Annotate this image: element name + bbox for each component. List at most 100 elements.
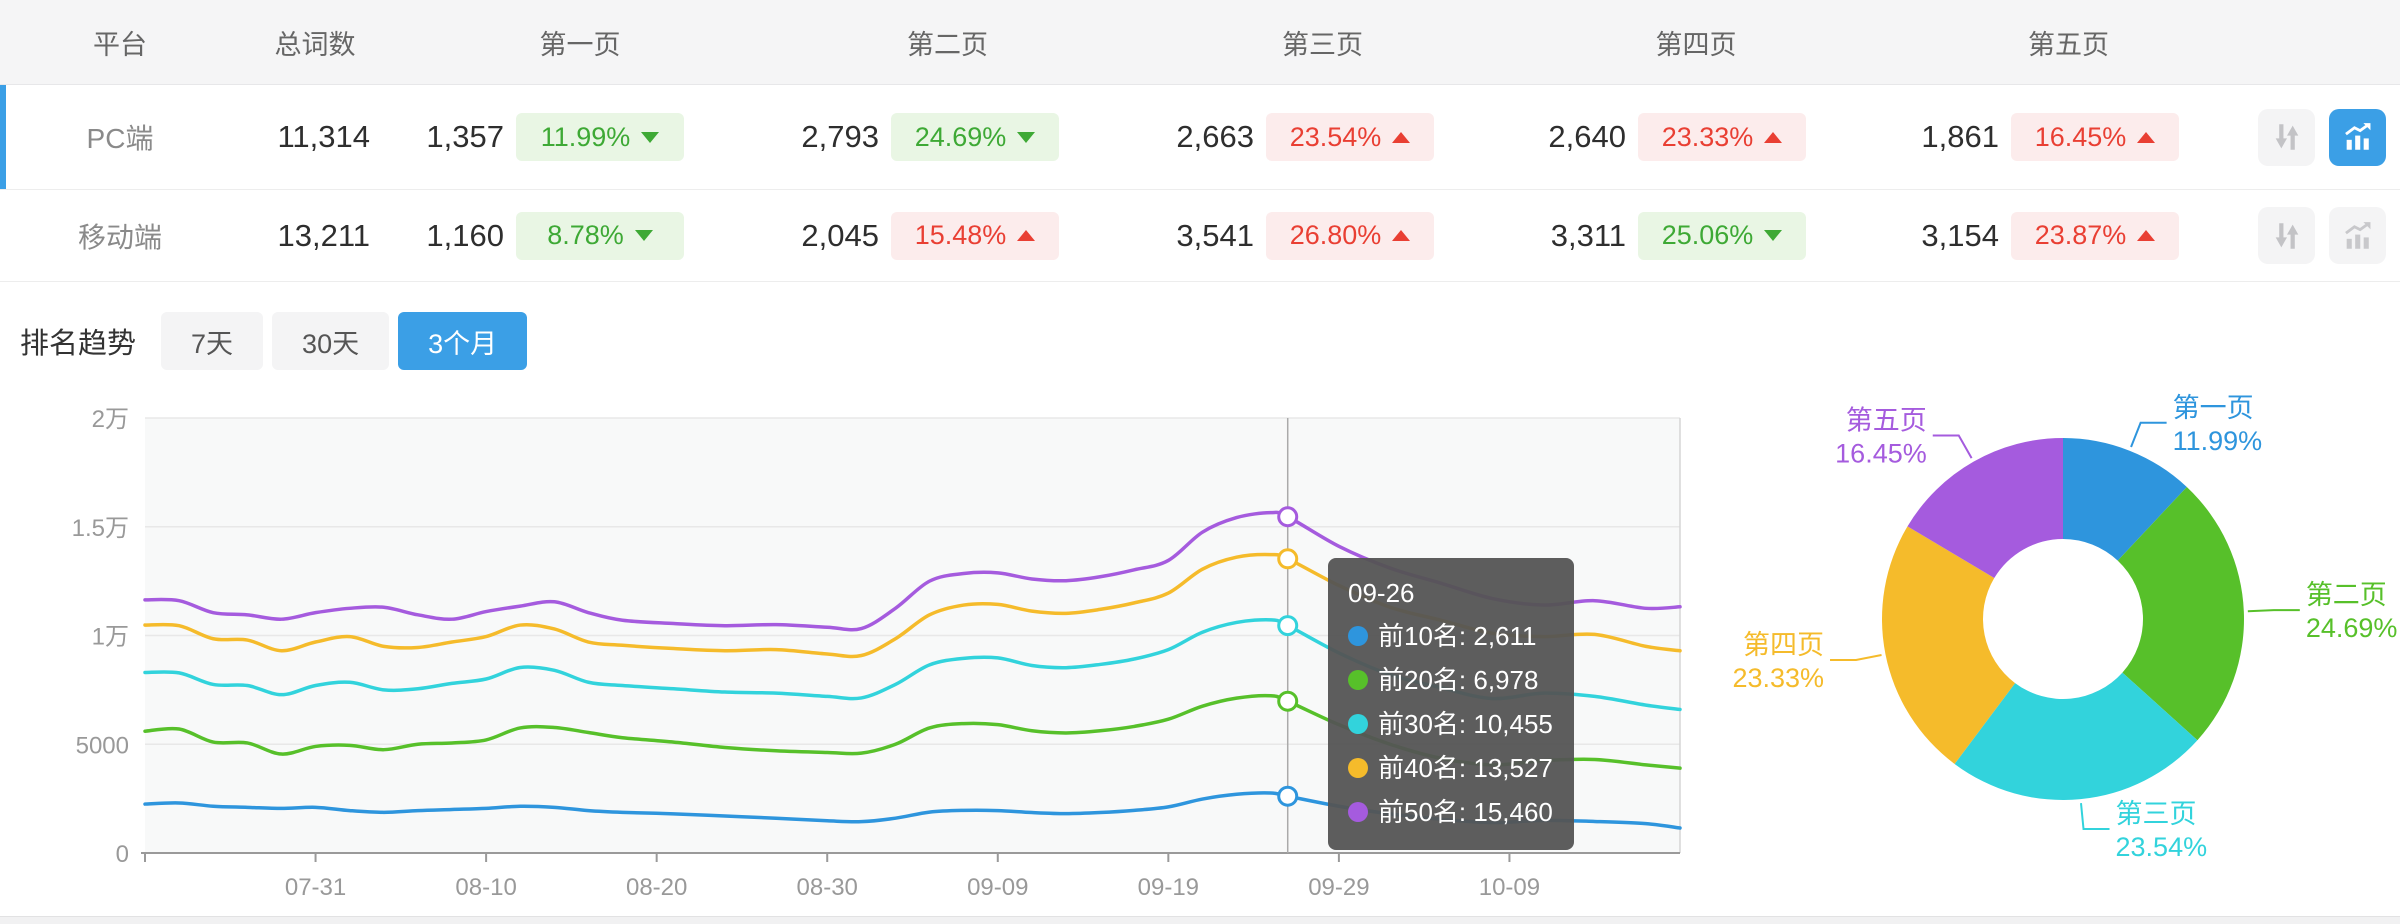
change-badge: 23.54% — [1266, 113, 1434, 161]
series-dot-icon — [1348, 626, 1368, 646]
page4-cell: 3,311 25.06% — [1440, 211, 1812, 260]
tooltip-value: 前10名: 2,611 — [1378, 621, 1537, 651]
header-page-3: 第三页 — [1282, 29, 1363, 60]
page2-cell: 2,045 15.48% — [690, 211, 1065, 260]
page-count: 2,793 — [801, 119, 879, 154]
trend-chart-button[interactable] — [2329, 207, 2386, 264]
change-badge: 23.87% — [2011, 211, 2179, 260]
charts-area: ⇩ 爱站网 050001万1.5万2万07-3108-1008-2008-300… — [0, 382, 2400, 924]
triangle-icon — [2137, 131, 2156, 143]
tooltip-value: 前30名: 10,455 — [1378, 709, 1553, 739]
change-pct: 25.06% — [1661, 220, 1754, 250]
page5-cell: 1,861 16.45% — [1812, 113, 2185, 161]
change-badge: 8.78% — [516, 211, 684, 260]
triangle-icon — [1017, 131, 1036, 143]
change-pct: 24.69% — [914, 121, 1007, 152]
tooltip-value: 前40名: 13,527 — [1378, 753, 1553, 783]
total-words-value: 11,314 — [277, 119, 370, 154]
row-actions — [2185, 108, 2400, 166]
trend-title: 排名趋势 — [20, 328, 137, 360]
bottom-divider — [0, 916, 2400, 924]
total-words-value: 13,211 — [277, 217, 370, 253]
svg-text:08-10: 08-10 — [455, 874, 516, 901]
trend-chart-button[interactable] — [2329, 108, 2386, 166]
series-dot-icon — [1348, 670, 1368, 690]
sort-button[interactable] — [2258, 207, 2315, 264]
svg-text:23.33%: 23.33% — [1732, 663, 1824, 693]
bar-chart-trend-icon — [2344, 123, 2370, 150]
page2-cell: 2,793 24.69% — [690, 113, 1065, 161]
up-down-arrows-icon — [2275, 124, 2298, 150]
triangle-icon — [2137, 230, 2156, 241]
page-count: 2,045 — [801, 217, 879, 253]
page-count: 2,663 — [1176, 119, 1254, 154]
svg-text:第三页: 第三页 — [2116, 799, 2197, 829]
tooltip-item: 前30名: 10,455 — [1348, 702, 1554, 746]
svg-text:1万: 1万 — [92, 624, 129, 651]
series-dot-icon — [1348, 758, 1368, 778]
header-page-5: 第五页 — [2028, 29, 2109, 60]
table-row-pc[interactable]: PC端 11,314 1,357 11.99% 2,793 24.69% 2,6… — [0, 85, 2400, 190]
change-badge: 25.06% — [1638, 211, 1806, 260]
tooltip-item: 前40名: 13,527 — [1348, 746, 1554, 790]
range-button-3m[interactable]: 3个月 — [398, 312, 528, 370]
tooltip-date: 09-26 — [1348, 578, 1415, 608]
header-total-words: 总词数 — [274, 29, 356, 60]
svg-text:0: 0 — [116, 841, 129, 868]
header-page-1: 第一页 — [539, 29, 621, 60]
series-dot-icon — [1348, 714, 1368, 734]
svg-text:第一页: 第一页 — [2173, 393, 2254, 423]
svg-text:09-29: 09-29 — [1308, 874, 1369, 901]
svg-text:08-30: 08-30 — [797, 874, 858, 901]
change-pct: 8.78% — [547, 220, 624, 250]
change-pct: 23.87% — [2034, 220, 2127, 250]
svg-text:第二页: 第二页 — [2306, 580, 2387, 610]
change-badge: 16.45% — [2011, 113, 2179, 161]
triangle-icon — [1392, 131, 1411, 143]
range-button-7d[interactable]: 7天 — [161, 312, 264, 370]
svg-text:11.99%: 11.99% — [2173, 426, 2263, 456]
svg-text:第五页: 第五页 — [1846, 406, 1927, 436]
change-pct: 26.80% — [1289, 220, 1382, 250]
svg-text:第四页: 第四页 — [1743, 630, 1824, 660]
header-page-2: 第二页 — [907, 29, 988, 60]
up-down-arrows-icon — [2275, 222, 2298, 249]
svg-text:23.54%: 23.54% — [2116, 832, 2208, 862]
change-pct: 16.45% — [2034, 121, 2127, 152]
page3-cell: 3,541 26.80% — [1065, 211, 1440, 260]
change-pct: 23.54% — [1289, 121, 1382, 152]
svg-text:24.69%: 24.69% — [2306, 613, 2398, 643]
page4-cell: 2,640 23.33% — [1440, 113, 1812, 161]
page3-cell: 2,663 23.54% — [1065, 113, 1440, 161]
change-pct: 11.99% — [540, 121, 631, 152]
tooltip-item: 前10名: 2,611 — [1348, 614, 1554, 658]
triangle-icon — [1017, 230, 1036, 241]
change-badge: 11.99% — [516, 113, 684, 161]
header-page-4: 第四页 — [1655, 29, 1737, 60]
page-count: 1,357 — [426, 119, 504, 154]
bar-chart-trend-icon — [2344, 221, 2370, 249]
page1-cell: 1,357 11.99% — [390, 113, 690, 161]
change-badge: 15.48% — [891, 211, 1059, 260]
table-header: 平台 总词数 第一页 第二页 第三页 第四页 第五页 — [0, 0, 2400, 85]
triangle-icon — [1764, 131, 1783, 143]
svg-text:09-19: 09-19 — [1138, 874, 1199, 901]
page1-cell: 1,160 8.78% — [390, 211, 690, 260]
svg-text:08-20: 08-20 — [626, 874, 687, 901]
table-row-mobile[interactable]: 移动端 13,211 1,160 8.78% 2,045 15.48% 3,54… — [0, 190, 2400, 282]
tooltip-value: 前50名: 15,460 — [1378, 797, 1553, 827]
header-platform: 平台 — [93, 29, 147, 60]
page-count: 1,160 — [426, 217, 504, 253]
range-button-30d[interactable]: 30天 — [272, 312, 390, 370]
tooltip-item: 前50名: 15,460 — [1348, 790, 1554, 834]
page-count: 3,311 — [1550, 217, 1626, 253]
page-count: 1,861 — [1921, 119, 1999, 154]
platform-label: 移动端 — [77, 221, 162, 253]
svg-text:16.45%: 16.45% — [1835, 439, 1927, 469]
change-pct: 23.33% — [1661, 121, 1754, 152]
triangle-icon — [634, 230, 653, 241]
row-actions — [2185, 207, 2400, 264]
triangle-icon — [1764, 230, 1783, 241]
sort-button[interactable] — [2258, 108, 2315, 166]
